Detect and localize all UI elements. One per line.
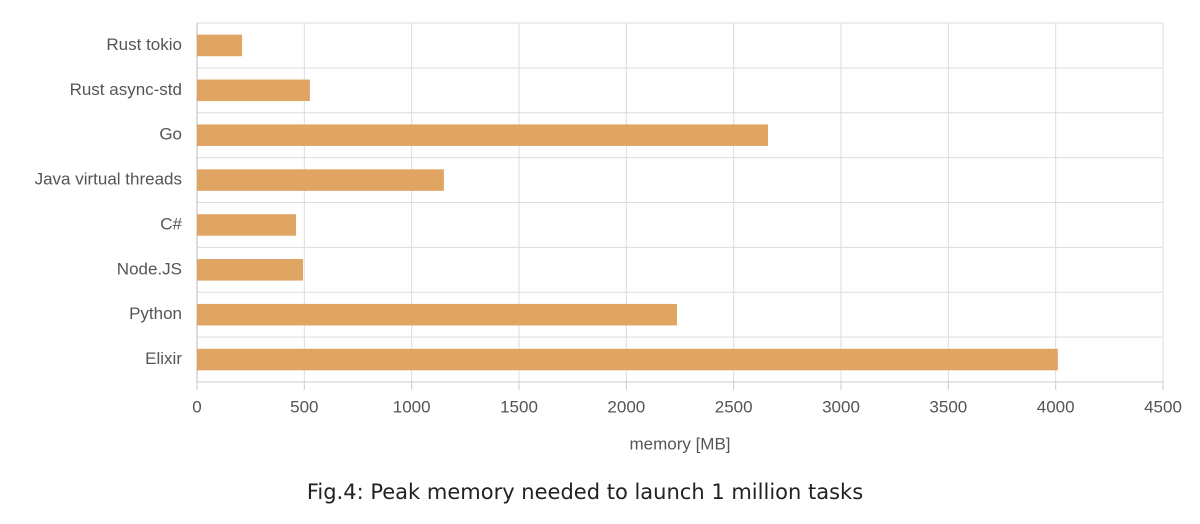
x-tick-label: 3000 <box>822 397 860 416</box>
y-tick-label: Java virtual threads <box>35 170 182 189</box>
x-tick-label: 2500 <box>715 397 753 416</box>
x-tick-label: 3500 <box>929 397 967 416</box>
x-tick-label: 4500 <box>1144 397 1182 416</box>
x-axis-label: memory [MB] <box>629 434 730 453</box>
y-tick-label: Rust tokio <box>106 35 182 54</box>
bar <box>197 169 444 191</box>
x-tick-label: 2000 <box>607 397 645 416</box>
y-tick-label: Rust async-std <box>70 80 182 99</box>
x-tick-label: 1500 <box>500 397 538 416</box>
x-tick-label: 500 <box>290 397 318 416</box>
bar <box>197 259 304 281</box>
y-tick-label: Elixir <box>145 349 182 368</box>
bar <box>197 214 296 236</box>
x-tick-label: 0 <box>192 397 201 416</box>
bar <box>197 124 769 146</box>
y-tick-label: Go <box>159 125 182 144</box>
bar <box>197 79 310 102</box>
bar <box>197 348 1058 371</box>
y-tick-label: Node.JS <box>117 259 182 278</box>
y-tick-label: C# <box>160 214 182 233</box>
bar <box>197 303 677 326</box>
x-tick-label: 1000 <box>393 397 431 416</box>
caption: Fig.4: Peak memory needed to launch 1 mi… <box>307 480 863 504</box>
y-tick-label: Python <box>129 304 182 323</box>
x-tick-label: 4000 <box>1037 397 1075 416</box>
bar <box>197 34 243 57</box>
